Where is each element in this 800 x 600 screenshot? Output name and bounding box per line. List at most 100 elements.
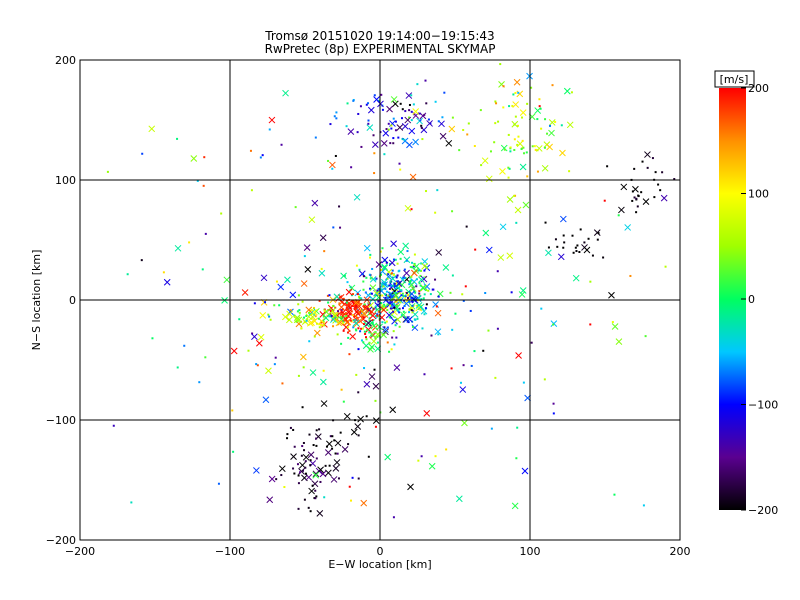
data-point-dot	[397, 136, 400, 139]
data-point-dot	[464, 285, 467, 288]
data-point-x	[412, 138, 419, 146]
data-point-x	[354, 423, 362, 430]
data-point-dot	[554, 120, 557, 123]
data-point-dot	[402, 276, 405, 279]
data-point-dot	[408, 300, 411, 303]
data-point-dot	[377, 99, 380, 102]
data-point-dot	[394, 291, 397, 294]
data-point-dot	[401, 108, 404, 111]
data-point-dot	[398, 311, 401, 314]
data-point-dot	[462, 299, 465, 302]
data-point-dot	[379, 273, 382, 276]
data-point-dot	[360, 297, 363, 300]
data-point-x	[372, 382, 380, 390]
data-point-dot	[338, 302, 341, 305]
data-point-x	[499, 223, 507, 231]
data-point-x	[608, 291, 615, 299]
data-point-x	[251, 333, 258, 341]
data-point-dot	[348, 485, 351, 488]
data-point-dot	[388, 296, 391, 299]
data-point-dot	[482, 349, 485, 352]
data-point-dot	[371, 322, 374, 325]
data-point-dot	[383, 326, 386, 329]
data-point-dot	[376, 341, 379, 344]
data-point-dot	[418, 269, 421, 272]
data-point-dot	[112, 424, 115, 427]
data-point-dot	[308, 311, 311, 314]
data-point-dot	[332, 325, 335, 328]
data-point-dot	[413, 262, 416, 265]
data-point-dot	[183, 344, 186, 347]
data-point-dot	[347, 336, 350, 339]
data-point-dot	[251, 332, 254, 335]
data-point-dot	[162, 271, 165, 274]
data-point-dot	[342, 297, 345, 300]
data-point-dot	[322, 315, 325, 318]
data-point-dot	[328, 464, 331, 467]
data-point-x	[393, 304, 401, 311]
data-point-dot	[333, 115, 336, 118]
data-point-dot	[420, 455, 423, 458]
data-point-dot	[364, 332, 367, 335]
data-point-x	[386, 105, 393, 113]
data-point-dot	[402, 310, 405, 313]
data-point-dot	[331, 167, 334, 170]
data-point-dot	[395, 287, 398, 290]
data-point-dot	[587, 237, 590, 240]
data-point-dot	[390, 124, 393, 127]
colorbar-tick-label: −100	[748, 399, 778, 412]
data-point-x	[420, 284, 428, 292]
data-point-x	[393, 364, 401, 371]
data-point-dot	[361, 327, 364, 330]
data-point-dot	[432, 288, 435, 291]
data-point-x	[404, 204, 412, 212]
data-point-dot	[407, 296, 410, 299]
data-point-dot	[381, 108, 384, 111]
data-point-dot	[411, 261, 414, 264]
data-point-dot	[646, 166, 649, 169]
data-point-dot	[396, 262, 399, 265]
data-point-dot	[375, 308, 378, 311]
data-point-dot	[437, 120, 440, 123]
data-point-x	[660, 194, 668, 202]
data-point-dot	[556, 245, 559, 248]
data-point-dot	[298, 309, 301, 312]
data-point-dot	[304, 466, 307, 469]
data-point-dot	[398, 307, 401, 310]
data-point-x	[455, 495, 463, 503]
data-point-x	[395, 280, 403, 287]
data-point-dot	[473, 145, 476, 148]
data-points	[106, 63, 676, 519]
data-point-x	[163, 278, 171, 286]
data-point-dot	[398, 284, 401, 287]
data-point-dot	[408, 311, 411, 314]
data-point-dot	[352, 304, 355, 307]
data-point-dot	[411, 310, 414, 313]
data-point-x	[278, 465, 286, 473]
data-point-x	[345, 299, 353, 307]
data-point-x	[411, 324, 419, 332]
data-point-dot	[289, 309, 292, 312]
data-point-x	[319, 470, 327, 478]
data-point-x	[611, 323, 619, 330]
data-point-dot	[395, 276, 398, 279]
data-point-x	[442, 264, 450, 271]
data-point-dot	[396, 274, 399, 277]
data-point-x	[403, 256, 411, 264]
data-point-x	[364, 292, 372, 299]
data-point-x	[343, 412, 351, 420]
data-point-dot	[423, 313, 426, 316]
y-tick-label: −200	[46, 534, 76, 547]
data-point-dot	[386, 341, 389, 344]
data-point-dot	[394, 129, 397, 132]
data-point-dot	[352, 318, 355, 321]
data-point-dot	[309, 464, 312, 467]
data-point-dot	[410, 297, 413, 300]
data-point-dot	[474, 248, 477, 251]
data-point-dot	[342, 329, 345, 332]
data-point-dot	[469, 309, 472, 312]
data-point-dot	[370, 292, 373, 295]
data-point-dot	[487, 329, 490, 332]
data-point-x	[481, 157, 489, 165]
data-point-dot	[409, 276, 412, 279]
